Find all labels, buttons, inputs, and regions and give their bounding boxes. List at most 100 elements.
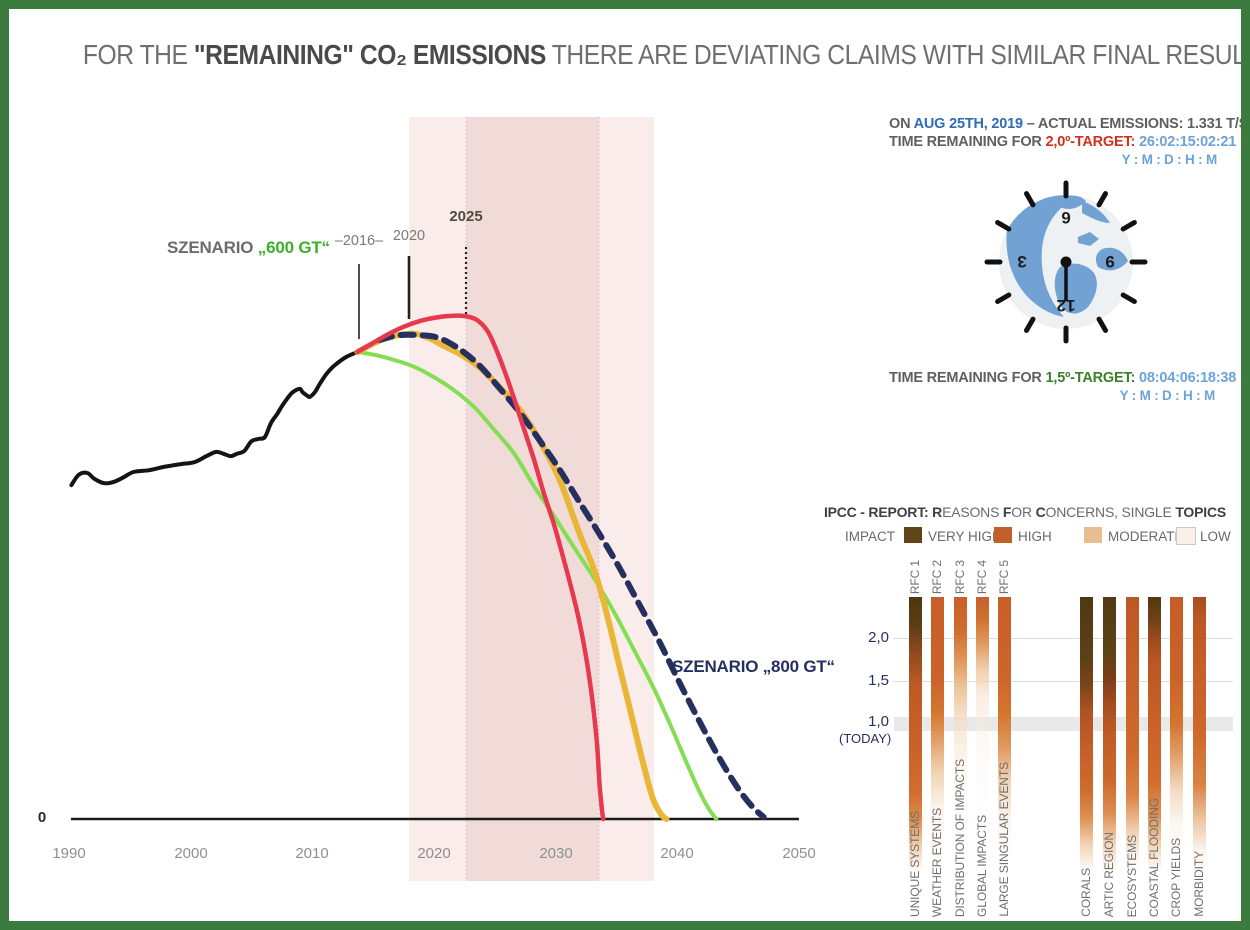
clock-numeral: 3 [1017, 252, 1026, 271]
actual-emissions-line: ON AUG 25TH, 2019 – ACTUAL EMISSIONS: 1.… [889, 115, 1241, 133]
impact-gridline [893, 638, 1233, 639]
text-segment: ON [889, 116, 914, 132]
clock-tick [1024, 316, 1036, 333]
text-segment: EASONS [942, 504, 1003, 520]
text-segment: C [1035, 504, 1046, 520]
clock-numeral: 6 [1061, 208, 1070, 227]
text-segment: TOPICS [1175, 504, 1226, 520]
clock-hand-pivot [1060, 256, 1072, 268]
x-tick-label: 2050 [782, 845, 816, 862]
year-marker-label: –2016– [334, 233, 384, 249]
impact-y-tick: (TODAY) [839, 731, 892, 746]
clock-numeral: 12 [1057, 296, 1076, 315]
rfc-label: RFC 5 [997, 559, 1011, 594]
impact-legend-label: IMPACT [845, 529, 895, 544]
legend-swatch-very-high [904, 527, 922, 543]
impact-bar-label-corals: CORALS [1079, 868, 1093, 917]
impact-bar-label-artic-region: ARTIC REGION [1102, 831, 1116, 917]
emissions-chart [69, 117, 799, 881]
impact-bar-weather-events [931, 597, 944, 873]
text-segment: AUG 25TH, 2019 [913, 116, 1023, 132]
impact-bar-label-distribution-of-impacts: DISTRIBUTION OF IMPACTS [953, 758, 967, 917]
y-axis-zero-label: 0 [37, 809, 47, 826]
impact-bar-morbidity [1193, 597, 1206, 873]
impact-gridline [893, 681, 1233, 682]
text-segment: TIME REMAINING FOR [889, 134, 1046, 150]
series-szenario-800-gt [376, 331, 767, 821]
impact-bar-label-unique-systems: UNIQUE SYSTEMS [908, 811, 922, 917]
text-segment: OR [1011, 504, 1036, 520]
text-segment: „600 GT“ [257, 238, 330, 257]
text-segment: TIME REMAINING FOR [889, 370, 1046, 386]
year-marker-label: 2025 [449, 208, 483, 225]
text-segment: FOR THE [82, 39, 194, 70]
countdown-2-0-block: ON AUG 25TH, 2019 – ACTUAL EMISSIONS: 1.… [889, 115, 1241, 169]
x-tick-label: 1990 [52, 845, 86, 862]
legend-label-moderate: MODERATE [1108, 529, 1184, 544]
x-tick-label: 2020 [417, 845, 451, 862]
impact-bar-label-coastal-flooding: COASTAL FLOODING [1147, 797, 1161, 917]
text-segment: THERE ARE DEVIATING CLAIMS WITH SIMILAR … [545, 39, 1250, 70]
globe-clock: 6 9 12 3 [984, 180, 1148, 344]
legend-swatch-low [1176, 527, 1196, 545]
impact-bar-label-large-singular-events: LARGE SINGULAR EVENTS [997, 762, 1011, 917]
legend-label-low: LOW [1200, 529, 1231, 544]
clock-tick [1120, 292, 1137, 304]
impact-bar-ecosystems [1126, 597, 1139, 873]
text-segment: 08:04:06:18:38 [1139, 370, 1237, 386]
impact-bar-label-morbidity: MORBIDITY [1192, 851, 1206, 917]
series-scenario-red [355, 313, 606, 822]
clock-tick [1024, 191, 1036, 208]
countdown-units-1-5: Y : M : D : H : M [1119, 388, 1216, 403]
impact-bar-artic-region [1103, 597, 1116, 873]
time-remaining-2-0-line: TIME REMAINING FOR 2,0º-TARGET: 26:02:15… [889, 133, 1236, 151]
text-segment: IPCC - REPORT: R [823, 504, 943, 520]
page-title: FOR THE "REMAINING" CO₂ EMISSIONS THERE … [82, 39, 1241, 71]
text-segment: SZENARIO „800 GT“ [672, 657, 835, 676]
legend-swatch-high [994, 527, 1012, 543]
legend-label-very-high: VERY HIGH [928, 529, 1002, 544]
legend-label-high: HIGH [1018, 529, 1052, 544]
text-segment: : [1130, 134, 1139, 150]
clock-tick [1120, 220, 1137, 232]
text-segment: "REMAINING" CO₂ EMISSIONS [193, 39, 546, 70]
impact-bar-crop-yields [1170, 597, 1183, 873]
x-tick-label: 2030 [539, 845, 573, 862]
impact-bar-label-global-impacts: GLOBAL IMPACTS [975, 815, 989, 917]
impact-bar-unique-systems [909, 597, 922, 873]
text-segment: 1,5º-TARGET [1045, 370, 1131, 386]
rfc-label: RFC 2 [930, 559, 944, 594]
countdown-units-2-0: Y : M : D : H : M [1121, 152, 1218, 167]
rfc-label: RFC 3 [953, 559, 967, 594]
countdown-1-5-block: TIME REMAINING FOR 1,5º-TARGET: 08:04:06… [889, 369, 1236, 405]
text-segment: SZENARIO [167, 238, 258, 257]
impact-y-tick: 2,0 [868, 629, 889, 646]
clock-tick [1096, 191, 1108, 208]
impact-bar-label-ecosystems: ECOSYSTEMS [1125, 834, 1139, 917]
text-segment: – ACTUAL EMISSIONS: 1.331 T/SEC [1022, 116, 1250, 132]
impact-bar-coastal-flooding [1148, 597, 1161, 873]
impact-bar-global-impacts [976, 597, 989, 873]
x-tick-label: 2010 [295, 845, 329, 862]
x-tick-label: 2000 [174, 845, 208, 862]
scenario-600gt-label: SZENARIO „600 GT“ [167, 238, 330, 258]
year-marker-label: 2020 [392, 228, 426, 244]
ipcc-impact-chart: IPCC - REPORT: REASONS FOR CONCERNS, SIN… [824, 499, 1241, 921]
impact-y-tick: 1,0 [868, 713, 889, 730]
impact-bar-label-weather-events: WEATHER EVENTS [930, 807, 944, 917]
text-segment: 2,0º-TARGET [1045, 134, 1131, 150]
time-remaining-1-5-line: TIME REMAINING FOR 1,5º-TARGET: 08:04:06… [889, 369, 1236, 387]
impact-bar-label-crop-yields: CROP YIELDS [1169, 837, 1183, 917]
text-segment: ONCERNS, SINGLE [1045, 504, 1176, 520]
impact-bar-distribution-of-impacts [954, 597, 967, 873]
impact-y-tick: 1,5 [868, 672, 889, 689]
text-segment: : [1130, 370, 1139, 386]
clock-tick [995, 292, 1012, 304]
clock-numeral: 9 [1105, 252, 1114, 271]
clock-tick [1096, 316, 1108, 333]
text-segment: 26:02:15:02:21 [1139, 134, 1237, 150]
impact-bar-corals [1080, 597, 1093, 873]
x-tick-label: 2040 [660, 845, 694, 862]
series-historical-emissions [69, 350, 360, 488]
